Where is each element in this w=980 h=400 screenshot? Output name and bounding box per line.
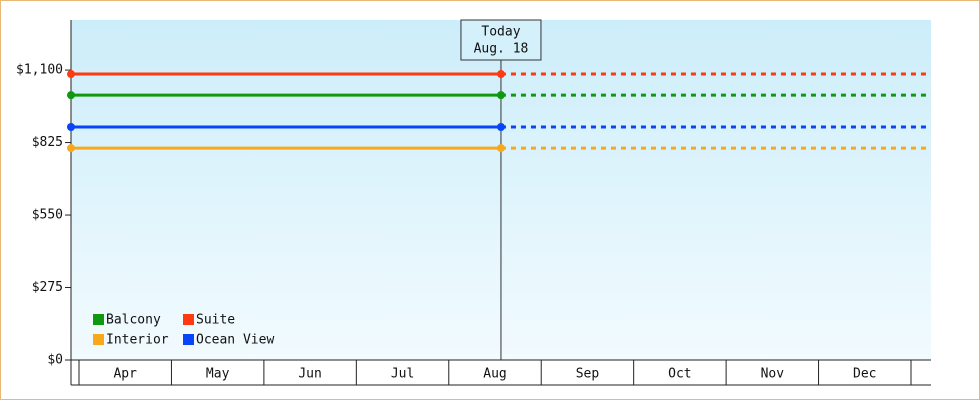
y-tick-label: $550 xyxy=(32,208,63,223)
x-tick-label: Dec xyxy=(853,367,876,382)
series-point xyxy=(496,91,505,100)
series-point xyxy=(67,123,75,132)
y-tick-label: $825 xyxy=(32,135,63,150)
x-tick-label: Jun xyxy=(298,367,321,382)
x-tick-label: Oct xyxy=(668,367,691,382)
x-tick-label: Aug xyxy=(483,367,506,382)
x-tick-label: Sep xyxy=(576,367,600,382)
y-tick-label: $275 xyxy=(32,280,63,295)
y-tick-label: $0 xyxy=(47,353,63,368)
legend-label: Ocean View xyxy=(196,333,274,348)
x-tick-label: Apr xyxy=(113,367,137,382)
legend-swatch xyxy=(183,314,194,325)
y-tick-label: $1,100 xyxy=(16,63,63,78)
series-point xyxy=(496,70,505,79)
legend-label: Balcony xyxy=(106,313,161,328)
legend-swatch xyxy=(183,334,194,345)
series-point xyxy=(67,91,75,100)
legend-label: Suite xyxy=(196,313,235,328)
x-tick-label: May xyxy=(206,367,230,382)
legend-swatch xyxy=(93,334,104,345)
today-box xyxy=(460,19,542,61)
series-point xyxy=(67,70,75,79)
series-point xyxy=(496,123,505,132)
today-date: Aug. 18 xyxy=(474,42,529,57)
legend-label: Interior xyxy=(106,333,169,348)
series-point xyxy=(67,144,75,153)
today-title: Today xyxy=(481,25,520,40)
x-tick-label: Nov xyxy=(761,367,785,382)
x-tick-label: Jul xyxy=(391,367,414,382)
legend-swatch xyxy=(93,314,104,325)
series-point xyxy=(496,144,505,153)
